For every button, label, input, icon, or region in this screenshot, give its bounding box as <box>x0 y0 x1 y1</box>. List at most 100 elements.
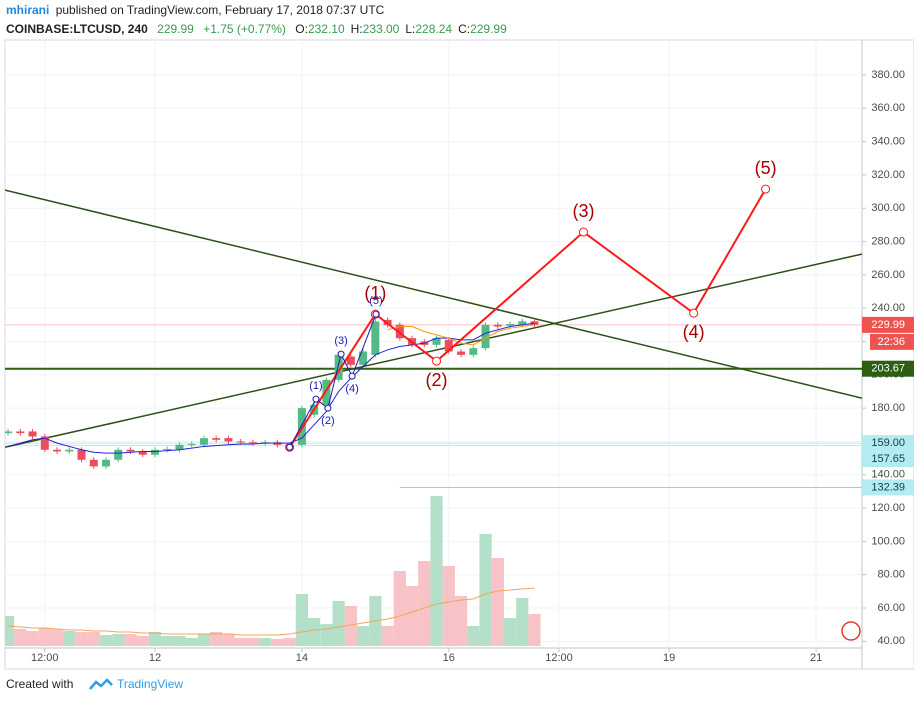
volume-bar <box>234 638 247 646</box>
candle-body <box>334 354 343 380</box>
candle-body <box>163 448 172 450</box>
volume-bar <box>161 636 174 646</box>
wave-line <box>289 314 377 448</box>
y-tick-label: 240.00 <box>871 302 905 314</box>
x-tick-label: 14 <box>296 652 308 664</box>
wave-label: (3) <box>572 201 594 221</box>
candle-body <box>150 449 159 455</box>
x-tick-label: 19 <box>663 652 675 664</box>
price-label: 203.67 <box>871 363 905 375</box>
ohlc-key: H: <box>351 22 363 36</box>
ohlc-key: L: <box>405 22 415 36</box>
candle-body <box>359 351 368 365</box>
wave-point <box>324 404 332 412</box>
volume-bar <box>356 626 370 646</box>
candle-body <box>175 444 184 450</box>
last-price: 229.99 <box>157 22 194 36</box>
change: +1.75 (+0.77%) <box>203 22 286 36</box>
volume-bar <box>283 638 296 646</box>
header-line: mhirani published on TradingView.com, Fe… <box>6 3 385 17</box>
volume-bar <box>320 624 333 646</box>
y-tick-label: 140.00 <box>871 469 905 481</box>
candle-body <box>126 449 135 452</box>
volume-bar <box>271 639 284 646</box>
volume-bar <box>197 634 211 646</box>
volume-bar <box>381 626 394 646</box>
volume-bar <box>185 638 198 646</box>
ohlc-key: O: <box>295 22 308 36</box>
volume-bar <box>14 629 27 646</box>
volume-bar <box>516 598 529 646</box>
symbol-line: COINBASE:LTCUSD, 240 229.99 +1.75 (+0.77… <box>6 22 507 36</box>
price-label-box <box>862 316 914 333</box>
candle-body <box>395 324 404 339</box>
volume-bar <box>528 614 541 646</box>
volume-bar <box>210 632 223 646</box>
y-tick-label: 80.00 <box>877 569 905 581</box>
candle-body <box>40 436 49 450</box>
candle-body <box>224 438 233 442</box>
y-tick-label: 320.00 <box>871 169 905 181</box>
wave-label: (1) <box>364 283 386 303</box>
volume-bar <box>112 634 125 646</box>
volume-bar <box>418 561 431 646</box>
volume-bar <box>344 606 357 646</box>
volume-bar <box>259 638 272 646</box>
wave-point <box>761 184 771 194</box>
candle-body <box>212 438 221 440</box>
volume-bar <box>5 616 15 646</box>
volume-bar <box>295 594 309 646</box>
volume-bar <box>148 632 162 646</box>
trendline <box>5 253 862 449</box>
footer-brand[interactable]: TradingView <box>117 677 183 691</box>
price-label-box <box>862 435 914 452</box>
candle-body <box>248 442 257 444</box>
y-tick-label: 180.00 <box>871 402 905 414</box>
wave-label: (3) <box>334 335 347 347</box>
wave-point <box>689 308 699 318</box>
candle-body <box>16 431 25 434</box>
x-tick-label: 12:00 <box>31 652 59 664</box>
candle-body <box>371 321 380 355</box>
volume-bar <box>393 571 406 646</box>
volume-bar <box>26 631 39 646</box>
volume-bar <box>222 634 235 646</box>
y-tick-label: 40.00 <box>877 635 905 647</box>
candle-body <box>138 451 147 455</box>
price-label: 229.99 <box>871 319 905 331</box>
symbol: COINBASE:LTCUSD, 240 <box>6 22 148 36</box>
candle-body <box>322 379 331 405</box>
wave-label: (4) <box>683 322 705 342</box>
candle-body <box>444 339 453 352</box>
volume-bar <box>63 631 76 646</box>
candle-body <box>506 324 515 326</box>
ohlc-value: 232.10 <box>308 22 345 36</box>
y-tick-label: 120.00 <box>871 502 905 514</box>
volume-bar <box>454 596 468 646</box>
price-label: 157.65 <box>871 453 905 465</box>
countdown: 22:36 <box>877 336 905 348</box>
y-tick-label: 340.00 <box>871 136 905 148</box>
price-label-box <box>862 479 914 496</box>
candle-body <box>530 321 539 325</box>
logo-mark <box>89 678 113 690</box>
x-tick-label: 16 <box>443 652 455 664</box>
ohlc-key: C: <box>458 22 470 36</box>
volume-bar <box>246 638 260 646</box>
volume-bar <box>87 632 100 646</box>
y-tick-label: 300.00 <box>871 202 905 214</box>
y-tick-label: 280.00 <box>871 235 905 247</box>
flag-icon[interactable] <box>841 621 861 641</box>
candle-body <box>114 449 123 460</box>
candle-body <box>346 356 355 365</box>
candle-body <box>77 449 86 460</box>
candle-body <box>236 441 245 443</box>
volume-bar <box>332 601 345 646</box>
candle-body <box>28 431 37 437</box>
published: published on TradingView.com, February 1… <box>56 3 385 17</box>
trendline <box>5 189 862 399</box>
price-label: 132.39 <box>871 481 905 493</box>
wave-point <box>286 443 294 451</box>
